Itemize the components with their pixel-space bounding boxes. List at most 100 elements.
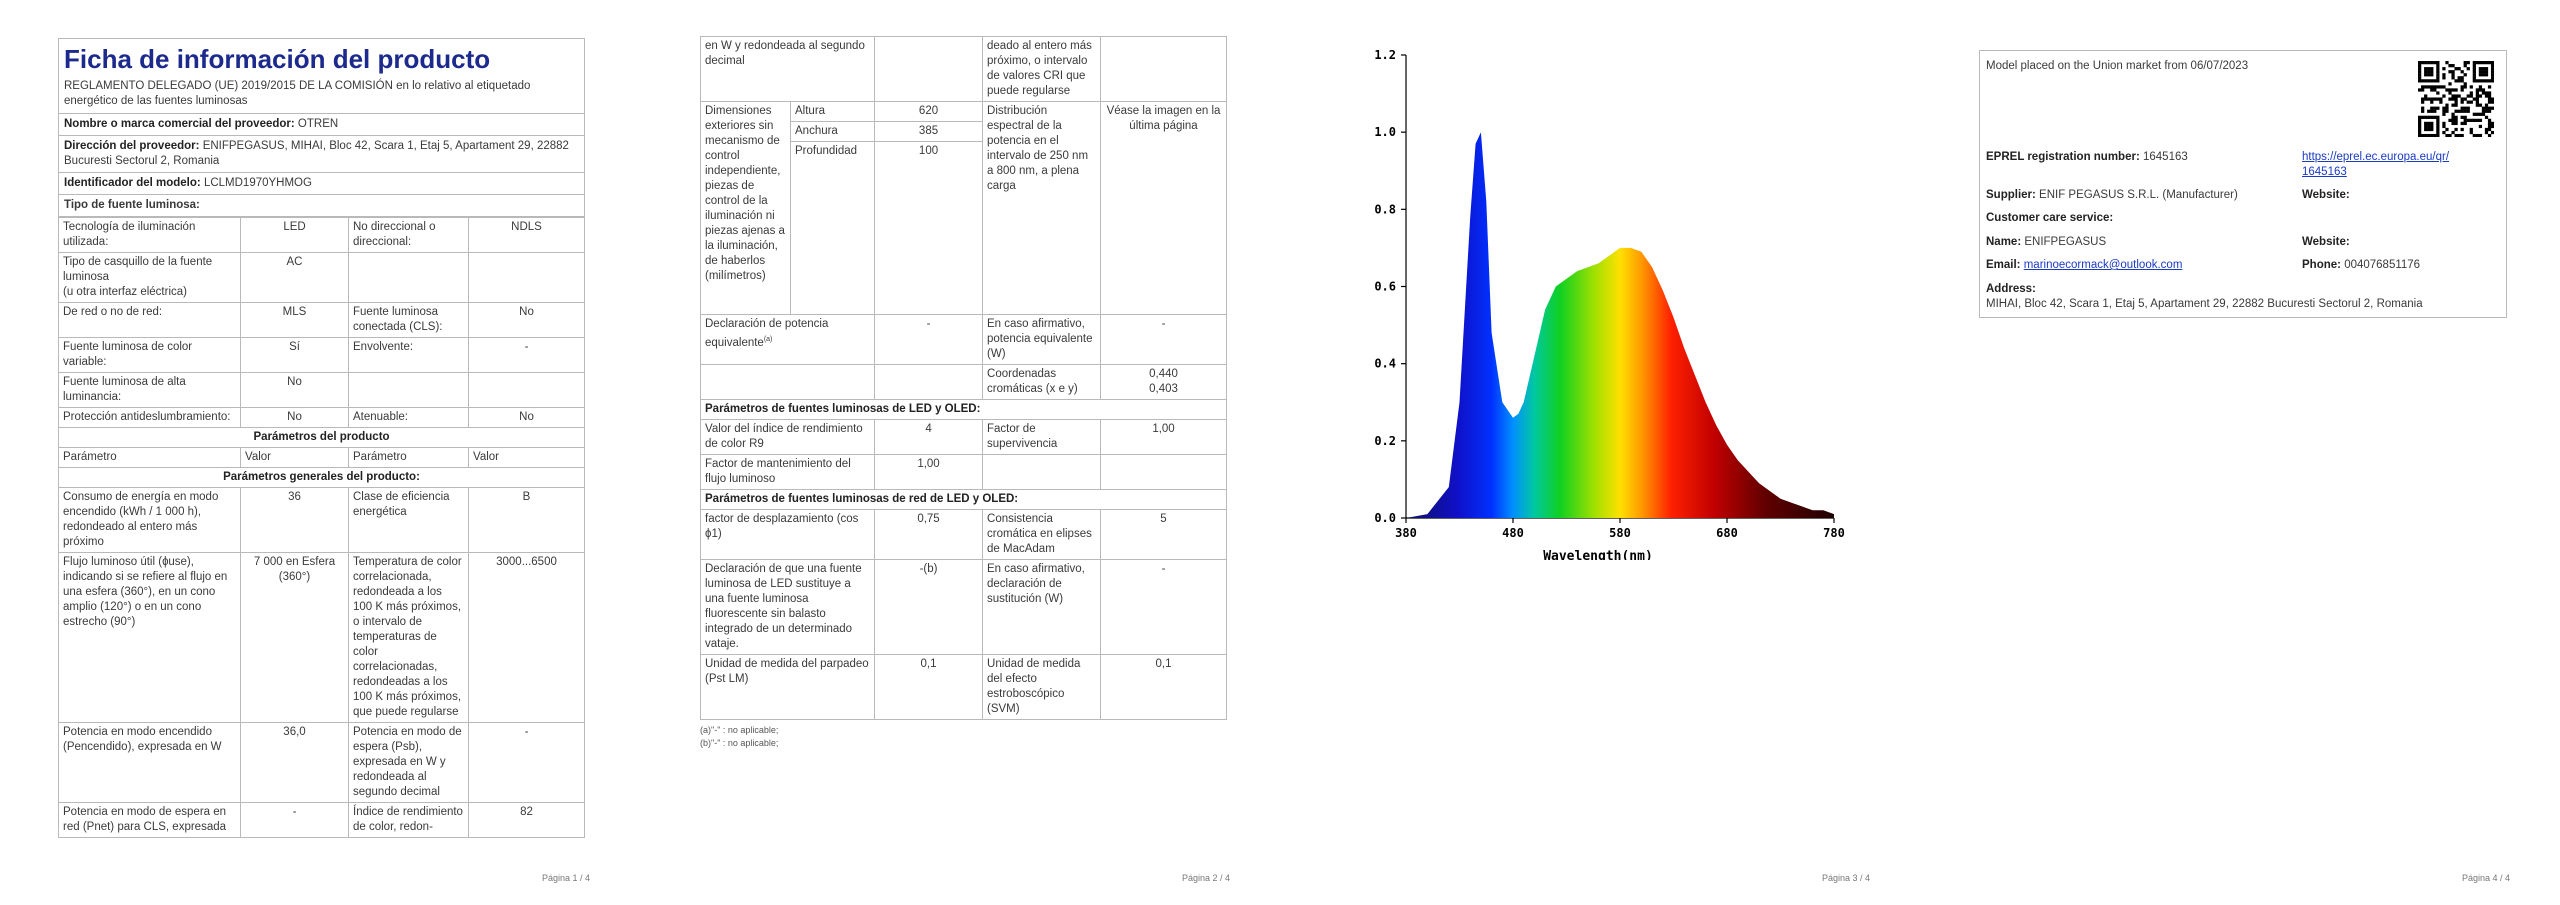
qr-module xyxy=(2487,124,2492,129)
qr-module xyxy=(2481,73,2486,77)
qr-module xyxy=(2427,109,2431,113)
qr-module xyxy=(2436,85,2440,89)
table-row: Fuente luminosa de color variable: Sí Envo… xyxy=(58,337,585,373)
qr-module xyxy=(2451,97,2455,101)
y-tick-label: 0.2 xyxy=(1374,434,1396,448)
qr-module xyxy=(2472,61,2476,65)
column-header: Valor xyxy=(468,447,585,468)
table-row: Flujo luminoso útil (ɸuse), indicando si… xyxy=(58,552,585,723)
x-tick-label: 480 xyxy=(1502,526,1524,540)
qr-module xyxy=(2466,61,2470,65)
cell: - xyxy=(240,802,349,838)
qr-module xyxy=(2478,133,2483,137)
qr-module xyxy=(2475,94,2479,98)
qr-module xyxy=(2487,127,2492,132)
qr-module xyxy=(2436,133,2440,137)
qr-module xyxy=(2424,70,2428,74)
qr-module xyxy=(2418,121,2422,126)
qr-module xyxy=(2460,127,2464,132)
qr-module xyxy=(2463,61,2467,65)
qr-module xyxy=(2454,100,2458,104)
qr-module xyxy=(2418,130,2422,135)
qr-module xyxy=(2454,109,2458,113)
qr-module xyxy=(2478,118,2483,122)
qr-module xyxy=(2436,91,2440,95)
qr-module xyxy=(2466,100,2470,104)
cell: 1,00 xyxy=(874,454,984,490)
chart-ticks: 380 480 580 680 780 0.0 0.2 0.4 0.6 0.8 1.0 1.2 xyxy=(1374,48,1845,540)
qr-module xyxy=(2466,118,2470,122)
qr-module xyxy=(2454,79,2458,83)
qr-module xyxy=(2478,73,2483,77)
table-row: Parámetros de fuentes luminosas de red d… xyxy=(700,489,1227,510)
column-header: Parámetro xyxy=(58,447,241,468)
market-date-text: Model placed on the Union market from 06… xyxy=(1986,60,2249,72)
cell xyxy=(348,252,469,303)
cell: Altura xyxy=(789,101,876,122)
qr-module xyxy=(2427,85,2431,89)
x-tick-label: 780 xyxy=(1823,526,1845,540)
qr-module xyxy=(2487,118,2492,122)
qr-module xyxy=(2451,130,2455,135)
qr-module xyxy=(2427,127,2431,132)
cell xyxy=(982,454,1102,490)
qr-module xyxy=(2472,118,2476,122)
footnote-b: (b)"-" : no aplicable; xyxy=(700,738,779,748)
qr-module xyxy=(2463,73,2467,77)
qr-module xyxy=(2484,127,2489,132)
text: Declaración de potencia equivalente xyxy=(705,318,829,349)
qr-module xyxy=(2478,85,2483,89)
qr-module xyxy=(2442,112,2446,116)
table-row: Factor de mantenimiento del flujo lumino… xyxy=(699,454,1227,490)
cell: Consumo de energía en modo encendido (kW… xyxy=(58,487,241,553)
qr-module xyxy=(2460,88,2464,92)
cell xyxy=(468,372,585,408)
qr-module xyxy=(2460,121,2464,126)
qr-module xyxy=(2481,67,2486,71)
qr-module xyxy=(2454,67,2458,71)
section-heading: Parámetros generales del producto: xyxy=(58,467,585,488)
qr-module xyxy=(2490,64,2494,68)
page-title: Ficha de información del producto xyxy=(64,44,491,74)
qr-module xyxy=(2469,130,2473,135)
x-tick-label: 380 xyxy=(1395,526,1417,540)
cell: Índice de rendimiento de color, redon- xyxy=(348,802,469,838)
qr-module xyxy=(2418,64,2422,68)
text: Tipo de casquillo de la fuente luminosa xyxy=(63,256,213,283)
address-value: MIHAI, Bloc 42, Scara 1, Etaj 5, Apartam… xyxy=(1986,298,2423,310)
qr-module xyxy=(2448,82,2452,86)
label: Name: xyxy=(1986,236,2022,248)
email-link[interactable]: marinoecormack@outlook.com xyxy=(2023,259,2183,271)
cell xyxy=(1100,454,1227,490)
qr-module xyxy=(2475,112,2479,116)
qr-module xyxy=(2457,133,2461,137)
qr-module xyxy=(2430,121,2434,126)
supplier-address-row: Dirección del proveedor: ENIFPEGASUS, MI… xyxy=(58,136,585,173)
qr-module xyxy=(2433,106,2437,110)
qr-module xyxy=(2421,61,2425,65)
qr-module xyxy=(2466,106,2470,110)
x-tick-label: 580 xyxy=(1609,526,1631,540)
qr-module xyxy=(2436,61,2440,65)
qr-module xyxy=(2472,133,2476,137)
regulation-text: REGLAMENTO DELEGADO (UE) 2019/2015 DE LA… xyxy=(64,80,531,107)
table-row: Potencia en modo de espera en red (Pnet)… xyxy=(58,802,585,838)
cell: Profundidad xyxy=(789,141,876,315)
label: Supplier: xyxy=(1986,189,2036,201)
qr-module xyxy=(2484,79,2489,83)
qr-module xyxy=(2424,79,2428,83)
qr-module xyxy=(2448,91,2452,95)
eprel-row: EPREL registration number: 1645163 xyxy=(1986,150,2188,165)
qr-module xyxy=(2481,61,2486,65)
qr-module xyxy=(2451,64,2455,68)
cell: Fuente luminosa de alta luminancia: xyxy=(58,372,241,408)
qr-module xyxy=(2484,106,2489,110)
qr-module xyxy=(2463,109,2467,113)
qr-module xyxy=(2421,115,2425,119)
qr-module xyxy=(2487,97,2492,101)
qr-module xyxy=(2454,121,2458,126)
page-2: en W y redondeada al segundo decimal dead… xyxy=(640,0,1280,905)
eprel-link[interactable]: https://eprel.ec.europa.eu/qr/1645163 xyxy=(2302,151,2450,178)
qr-module xyxy=(2472,76,2476,80)
qr-module xyxy=(2478,88,2483,92)
